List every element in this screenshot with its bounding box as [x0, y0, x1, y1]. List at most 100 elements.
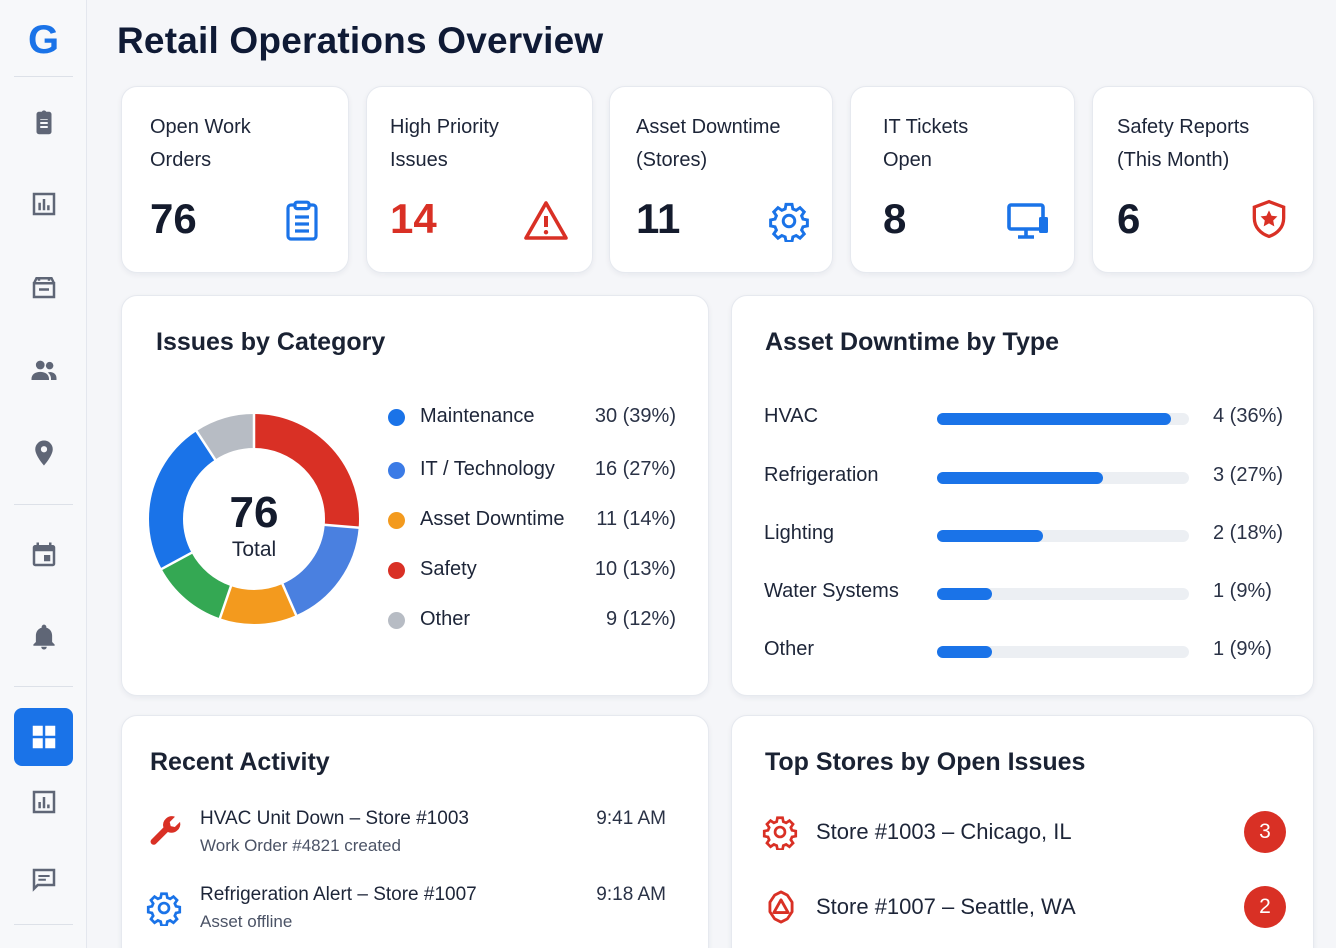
- bar-fill: [937, 472, 1104, 484]
- kpi-value: 76: [150, 195, 197, 242]
- store-item[interactable]: Store #1003 – Chicago, IL 3: [762, 809, 1286, 853]
- report-icon: [32, 790, 55, 814]
- store-item[interactable]: Store #1007 – Seattle, WA 2: [762, 884, 1286, 928]
- sidebar-divider: [14, 76, 73, 77]
- bar-label: Water Systems: [764, 580, 899, 602]
- legend-label: Safety: [420, 558, 477, 580]
- kpi-label-line: (This Month): [1117, 149, 1230, 171]
- top-stores-panel: Top Stores by Open Issues Store #1003 – …: [731, 715, 1314, 948]
- sidebar: G: [0, 0, 87, 948]
- donut-separator: [280, 582, 298, 617]
- shield-icon: [1252, 199, 1286, 239]
- kpi-card-asset-downtime[interactable]: Asset Downtime (Stores) 11: [609, 86, 833, 273]
- bar-row: Lighting 2 (18%): [764, 520, 1294, 550]
- legend-value: 16 (27%): [594, 458, 676, 480]
- bar-value: 1 (9%): [1213, 580, 1272, 602]
- kpi-label: Asset Downtime (Stores): [636, 111, 781, 177]
- bar-label: Lighting: [764, 522, 835, 544]
- kpi-label-line: Open Work: [150, 116, 251, 138]
- issue-count-badge: 2: [1244, 886, 1286, 928]
- kpi-card-high-priority[interactable]: High Priority Issues 14: [366, 86, 593, 273]
- monitor-icon: [1007, 203, 1048, 239]
- bar-value: 4 (36%): [1213, 405, 1284, 427]
- kpi-label: Open Work Orders: [150, 111, 251, 177]
- bar-row: HVAC 4 (36%): [764, 403, 1294, 433]
- donut-separator: [160, 551, 194, 571]
- sidebar-item-work-orders[interactable]: [14, 94, 73, 152]
- gear-icon: [762, 816, 798, 850]
- activity-time: 9:18 AM: [596, 884, 666, 905]
- donut-separator: [194, 429, 217, 462]
- donut-separator: [323, 523, 360, 529]
- bar-track: [937, 413, 1189, 425]
- bar-chart-icon: [32, 192, 55, 216]
- legend-label: Asset Downtime: [420, 508, 565, 530]
- sidebar-item-reports[interactable]: [14, 773, 73, 831]
- activity-title: HVAC Unit Down – Store #1003: [200, 808, 469, 829]
- donut-segment: [149, 414, 359, 624]
- sidebar-item-calendar[interactable]: [14, 526, 73, 584]
- legend-dot: [388, 462, 405, 479]
- sidebar-item-dashboard[interactable]: [14, 708, 73, 766]
- dashboard-icon: [32, 725, 55, 749]
- legend-dot: [388, 512, 405, 529]
- sidebar-item-messages[interactable]: [14, 851, 73, 909]
- sidebar-item-analytics[interactable]: [14, 175, 73, 233]
- bar-track: [937, 472, 1189, 484]
- gear-icon: [769, 202, 809, 242]
- bar-label: Other: [764, 638, 815, 660]
- legend-item: Maintenance 30 (39%): [388, 403, 688, 433]
- bar-value: 1 (9%): [1213, 638, 1272, 660]
- activity-item[interactable]: Refrigeration Alert – Store #1007 Asset …: [146, 884, 666, 940]
- activity-title: Refrigeration Alert – Store #1007: [200, 884, 477, 905]
- bar-fill: [937, 588, 993, 600]
- store-name: Store #1003 – Chicago, IL: [816, 819, 1072, 844]
- sidebar-item-team[interactable]: [14, 341, 73, 399]
- sidebar-item-stores[interactable]: [14, 258, 73, 316]
- sidebar-divider: [14, 924, 73, 925]
- kpi-label-line: Issues: [390, 149, 448, 171]
- sidebar-item-notifications[interactable]: [14, 608, 73, 666]
- bar-track: [937, 588, 1189, 600]
- kpi-card-it-tickets[interactable]: IT Tickets Open 8: [850, 86, 1075, 273]
- kpi-label: IT Tickets Open: [883, 111, 968, 177]
- bell-icon: [32, 624, 55, 650]
- app-logo[interactable]: G: [27, 18, 60, 62]
- gear-icon: [146, 892, 182, 926]
- sidebar-divider: [14, 504, 73, 505]
- issues-donut-chart: [149, 413, 360, 624]
- activity-subtitle: Asset offline: [200, 912, 293, 931]
- kpi-label-line: (Stores): [636, 149, 708, 171]
- bar-fill: [937, 413, 1172, 425]
- legend-value: 11 (14%): [596, 508, 676, 530]
- store-icon: [32, 277, 55, 299]
- location-pin-icon: [34, 440, 53, 466]
- bar-row: Water Systems 1 (9%): [764, 578, 1294, 608]
- kpi-label-line: Safety Reports: [1117, 116, 1250, 138]
- kpi-label: High Priority Issues: [390, 111, 499, 177]
- activity-item[interactable]: HVAC Unit Down – Store #1003 Work Order …: [146, 808, 666, 864]
- kpi-card-open-work-orders[interactable]: Open Work Orders 76: [121, 86, 349, 273]
- issue-count-badge: 3: [1244, 811, 1286, 853]
- bar-row: Other 1 (9%): [764, 636, 1294, 666]
- panel-title: Issues by Category: [156, 328, 386, 356]
- legend-item: Asset Downtime 11 (14%): [388, 506, 688, 536]
- warning-icon: [524, 201, 568, 240]
- bar-row: Refrigeration 3 (27%): [764, 462, 1294, 492]
- bar-fill: [937, 530, 1043, 542]
- kpi-value: 14: [390, 195, 437, 242]
- bar-track: [937, 646, 1189, 658]
- legend-dot: [388, 409, 405, 426]
- kpi-card-safety-reports[interactable]: Safety Reports (This Month) 6: [1092, 86, 1314, 273]
- kpi-value: 6: [1117, 195, 1141, 242]
- legend-label: Maintenance: [420, 405, 535, 427]
- legend-dot: [388, 562, 405, 579]
- legend-value: 10 (13%): [594, 558, 676, 580]
- clipboard-icon: [286, 200, 318, 241]
- alert-octagon-icon: [768, 890, 794, 924]
- panel-title: Asset Downtime by Type: [765, 328, 1060, 356]
- panel-title: Recent Activity: [150, 748, 330, 776]
- people-icon: [31, 360, 56, 380]
- sidebar-item-locations[interactable]: [14, 424, 73, 482]
- kpi-value: 11: [636, 195, 681, 242]
